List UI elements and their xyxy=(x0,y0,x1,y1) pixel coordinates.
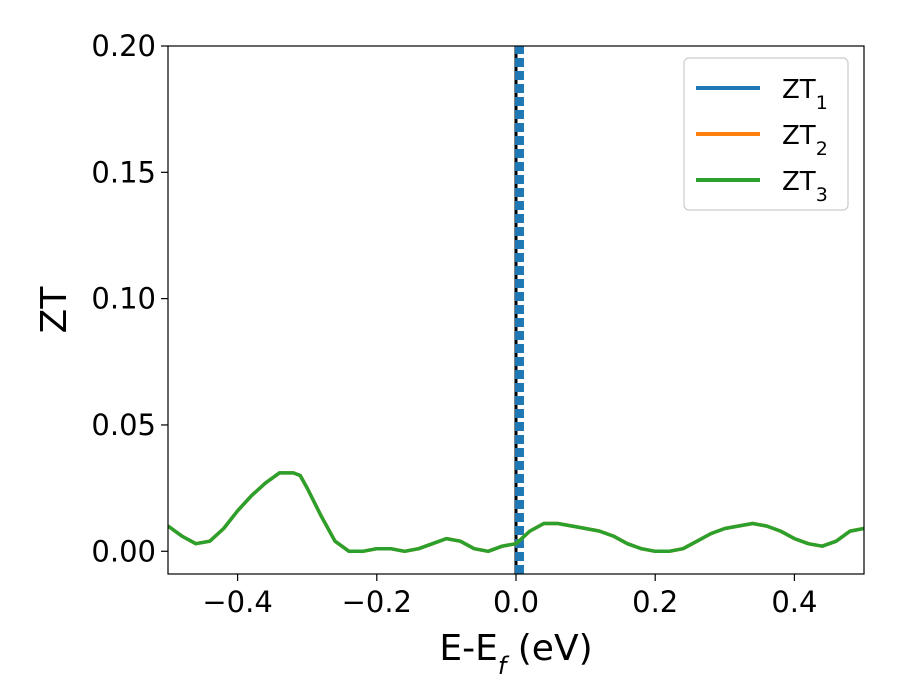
y-axis-label: ZT xyxy=(34,286,75,334)
plot-area xyxy=(168,46,864,574)
y-tick-label: 0.05 xyxy=(91,408,156,442)
y-tick-label: 0.10 xyxy=(91,282,156,316)
legend-label-zt3: ZT3 xyxy=(782,167,828,206)
x-axis: −0.4 −0.2 0.0 0.2 0.4 xyxy=(202,574,817,619)
x-axis-label: E-Ef (eV) xyxy=(439,628,592,680)
legend-label-zt1: ZT1 xyxy=(782,75,828,114)
x-tick-label: 0.2 xyxy=(632,585,678,619)
x-label-main: E-E xyxy=(439,628,497,669)
series-zt3-line xyxy=(168,471,864,554)
y-tick-label: 0.20 xyxy=(91,29,156,63)
x-tick-label: 0.4 xyxy=(771,585,817,619)
y-tick-label: 0.00 xyxy=(91,534,156,568)
legend-label-zt2: ZT2 xyxy=(782,121,828,160)
y-tick-label: 0.15 xyxy=(91,155,156,189)
x-tick-label: −0.4 xyxy=(202,585,272,619)
legend: ZT1 ZT2 ZT3 xyxy=(683,57,849,211)
x-tick-label: 0.0 xyxy=(493,585,539,619)
x-tick-label: −0.2 xyxy=(342,585,412,619)
y-axis: 0.00 0.05 0.10 0.15 0.20 xyxy=(91,29,168,568)
x-label-unit: (eV) xyxy=(506,628,592,669)
legend-box xyxy=(683,57,849,211)
